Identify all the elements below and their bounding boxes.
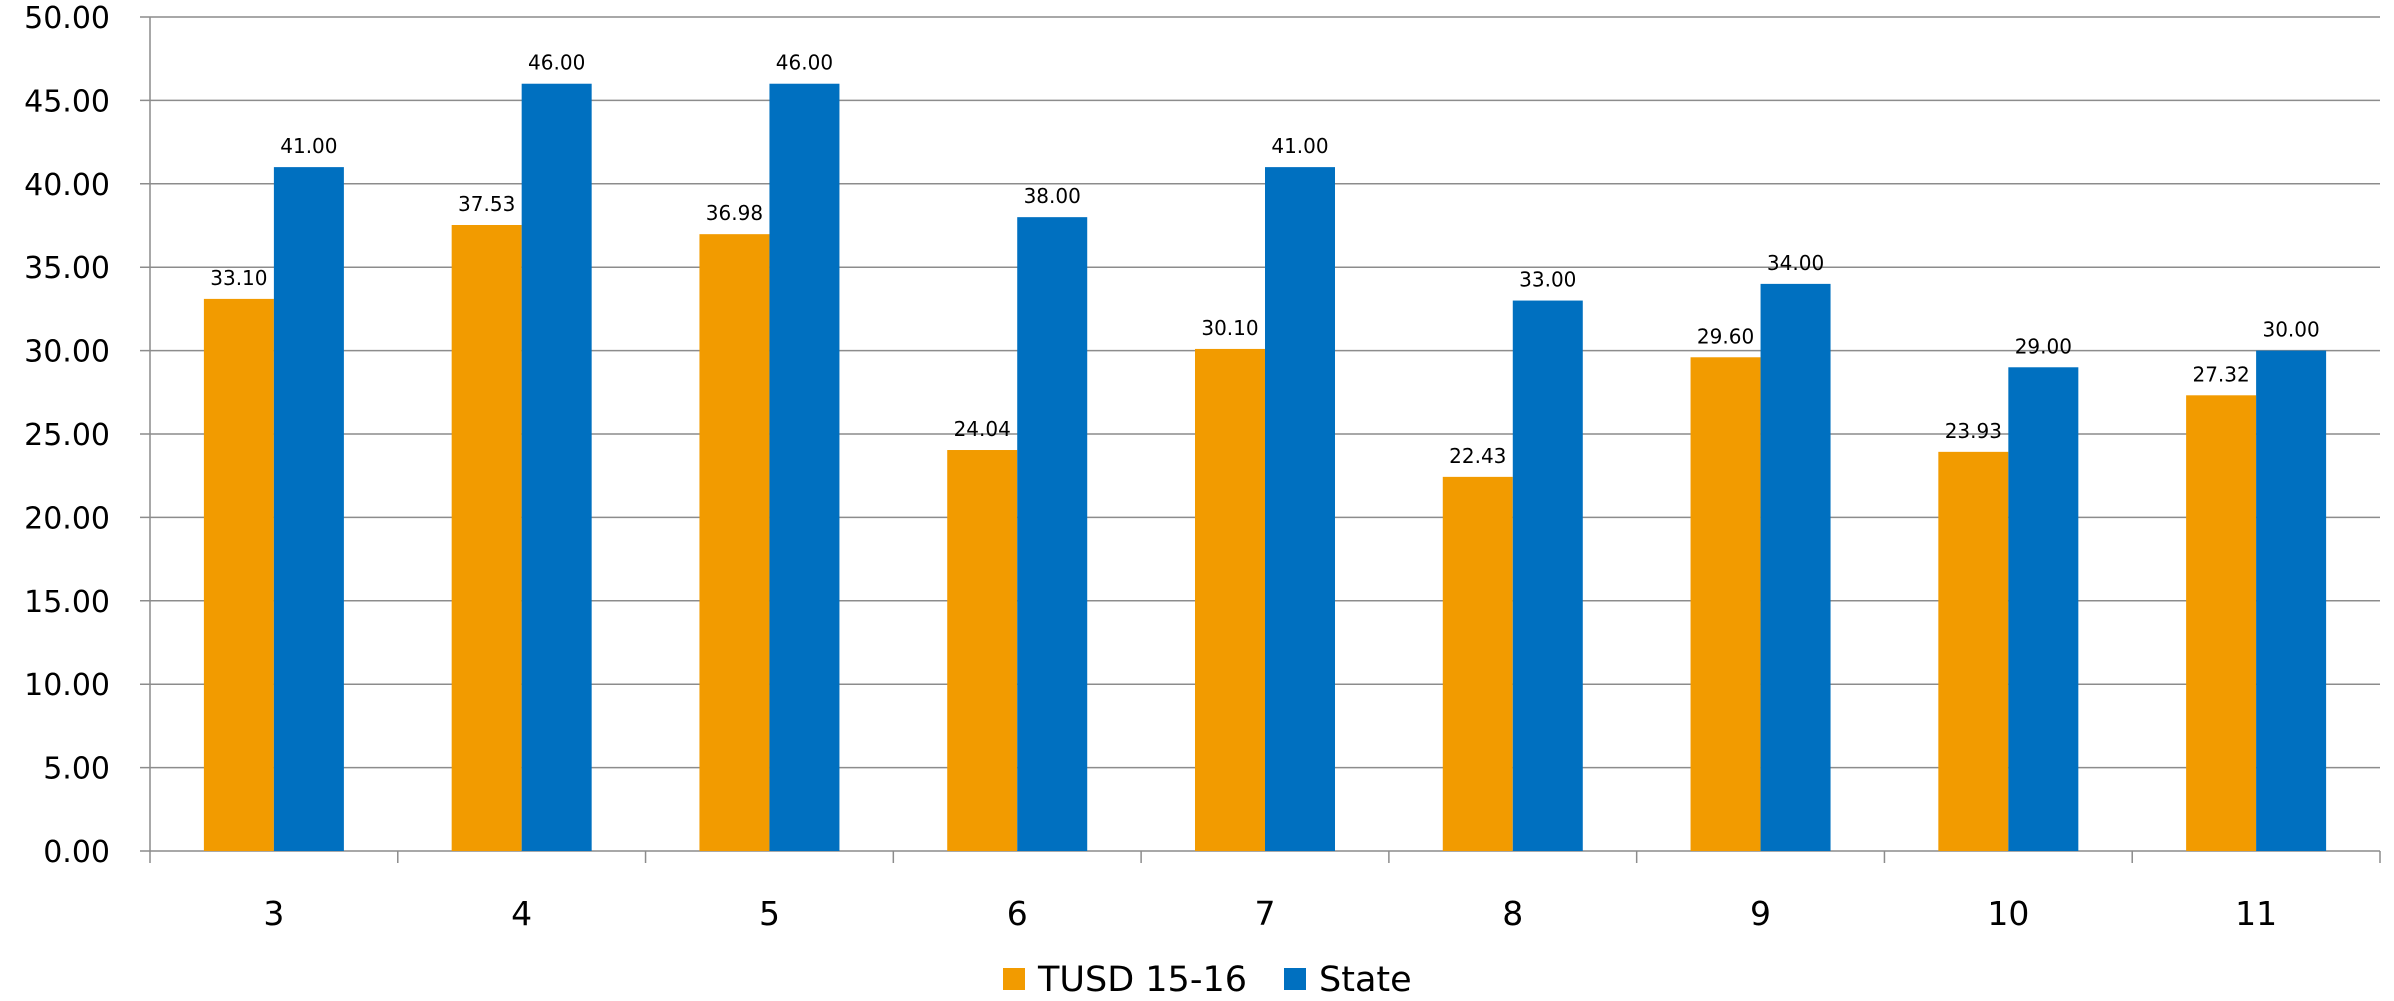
legend: TUSD 15-16 State <box>1003 960 1412 1000</box>
data-label: 33.10 <box>210 266 267 290</box>
data-label: 30.10 <box>1201 316 1258 340</box>
data-label: 30.00 <box>2262 318 2319 342</box>
bar-state-3 <box>273 167 344 851</box>
data-label: 34.00 <box>1767 251 1824 275</box>
bar-tusd-10 <box>1938 451 2009 851</box>
bar-state-4 <box>521 83 592 852</box>
data-label: 22.43 <box>1449 444 1506 468</box>
data-label: 29.00 <box>2015 334 2072 358</box>
bar-tusd-9 <box>1690 357 1761 851</box>
data-label: 37.53 <box>458 192 515 216</box>
data-label: 38.00 <box>1024 184 1081 208</box>
bar-state-11 <box>2256 350 2327 851</box>
y-tick-label: 35.00 <box>24 251 110 286</box>
y-tick-label: 30.00 <box>24 335 110 370</box>
data-label: 23.93 <box>1945 419 2002 443</box>
data-labels: 33.10 41.00 37.53 46.00 36.98 46.00 24.04 38.00… <box>210 51 2319 468</box>
y-tick-label: 45.00 <box>24 84 110 119</box>
x-tick-label: 4 <box>511 894 532 933</box>
bar-tusd-7 <box>1195 348 1265 851</box>
bar-state-9 <box>1760 283 1831 851</box>
bar-state-8 <box>1512 300 1583 851</box>
bar-tusd-11 <box>2186 395 2257 851</box>
data-label: 27.32 <box>2192 362 2249 386</box>
x-tick-label: 11 <box>2235 894 2277 933</box>
axes: 0.00 5.00 10.00 15.00 20.00 25.00 30.00 35.00 40… <box>24 1 2381 933</box>
y-tick-label: 10.00 <box>24 668 110 703</box>
y-tick-label: 0.00 <box>43 835 110 870</box>
legend-label: TUSD 15-16 <box>1037 960 1247 1000</box>
x-tick-label: 6 <box>1007 894 1028 933</box>
data-label: 46.00 <box>528 51 585 75</box>
bar-state-7 <box>1265 167 1335 851</box>
data-label: 36.98 <box>706 201 763 225</box>
data-label: 46.00 <box>776 51 833 75</box>
bars <box>203 83 2327 852</box>
x-tick-label: 5 <box>759 894 780 933</box>
y-tick-label: 50.00 <box>24 1 110 36</box>
x-tick-label: 7 <box>1255 894 1276 933</box>
data-label: 41.00 <box>1271 134 1328 158</box>
legend-swatch <box>1284 968 1306 990</box>
legend-swatch <box>1003 968 1025 990</box>
legend-label: State <box>1319 960 1412 1000</box>
y-tick-label: 40.00 <box>24 168 110 203</box>
bar-tusd-4 <box>451 224 522 851</box>
bar-tusd-3 <box>203 298 274 852</box>
bar-tusd-6 <box>947 450 1018 851</box>
data-label: 33.00 <box>1519 268 1576 292</box>
x-tick-label: 8 <box>1502 894 1523 933</box>
y-tick-label: 5.00 <box>43 752 110 787</box>
data-label: 41.00 <box>280 134 337 158</box>
data-label: 24.04 <box>954 417 1011 441</box>
x-tick-label: 9 <box>1750 894 1771 933</box>
y-tick-label: 25.00 <box>24 418 110 453</box>
data-label: 29.60 <box>1697 324 1754 348</box>
x-tick-label: 10 <box>1987 894 2029 933</box>
y-tick-label: 15.00 <box>24 585 110 620</box>
bar-tusd-5 <box>699 234 770 852</box>
y-tick-label: 20.00 <box>24 501 110 536</box>
bar-state-5 <box>769 83 840 852</box>
bar-state-6 <box>1017 217 1088 851</box>
x-tick-label: 3 <box>263 894 284 933</box>
bar-state-10 <box>2008 367 2079 851</box>
bar-tusd-8 <box>1442 476 1513 851</box>
